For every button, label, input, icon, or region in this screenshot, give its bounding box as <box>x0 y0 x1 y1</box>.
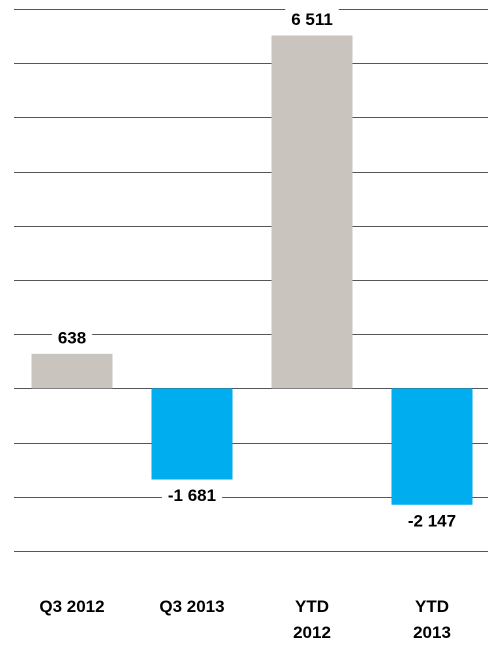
data-label-text: 638 <box>58 328 86 347</box>
tick-label: 2012 <box>293 623 331 642</box>
tick-label: Q3 2013 <box>159 597 224 616</box>
gridlines <box>14 9 488 552</box>
data-label-background <box>401 509 463 532</box>
data-label: 6 511 <box>285 8 339 31</box>
data-label-background <box>161 484 223 507</box>
tick-label: YTD <box>415 597 449 616</box>
tick-label: 2013 <box>413 623 451 642</box>
tick-label: YTD <box>295 597 329 616</box>
bar <box>271 35 353 389</box>
bar <box>151 388 233 480</box>
value-labels: 638 -1 681 6 511 -2 147 <box>51 8 463 532</box>
bars <box>31 35 473 505</box>
data-label: 638 <box>51 326 93 349</box>
bar <box>31 353 113 389</box>
data-label-background <box>51 326 93 349</box>
category-labels: Q3 2012 Q3 2013 YTD 2012 YTD 2013 <box>39 597 451 642</box>
data-label: -1 681 <box>161 484 223 507</box>
bar <box>391 388 473 505</box>
tick-label: Q3 2012 <box>39 597 104 616</box>
data-label-background <box>285 8 339 31</box>
data-label-text: -1 681 <box>168 486 216 505</box>
data-label-text: -2 147 <box>408 511 456 530</box>
data-label: -2 147 <box>401 509 463 532</box>
data-label-text: 6 511 <box>291 10 333 29</box>
